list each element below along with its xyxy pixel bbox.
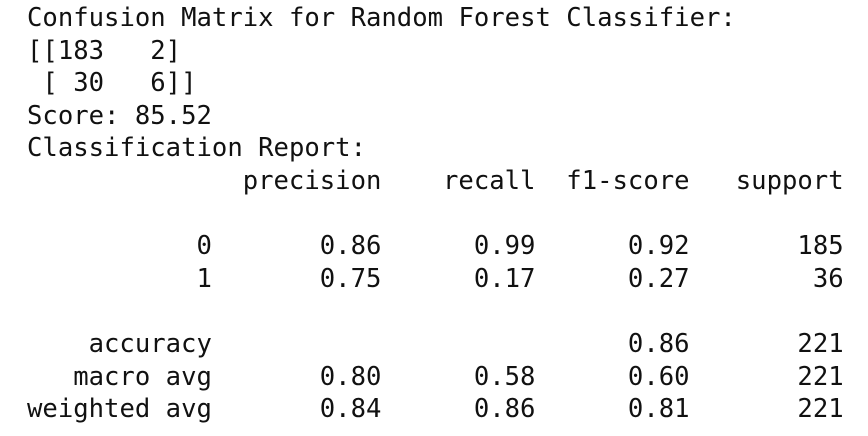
report-cell: 0.27	[627, 263, 690, 294]
report-cell: 0.86	[627, 329, 690, 359]
column-header: precision	[242, 166, 382, 196]
row-label: 1	[196, 263, 212, 294]
row-label: macro avg	[73, 361, 212, 392]
report-cell: 0.75	[319, 263, 382, 294]
report-cell: 221	[797, 361, 844, 392]
report-cell: 221	[797, 394, 844, 425]
column-header: recall	[443, 166, 536, 196]
output-title: Confusion Matrix for Random Forest Class…	[27, 3, 736, 33]
score-label: Score:	[27, 100, 120, 131]
report-cell: 0.84	[319, 394, 382, 425]
row-label: 0	[196, 231, 212, 262]
report-cell: 36	[812, 263, 844, 294]
report-cell: 0.58	[473, 361, 536, 392]
report-title: Classification Report:	[27, 133, 366, 164]
report-cell: 0.17	[473, 263, 536, 294]
report-cell: 0.86	[473, 394, 536, 425]
report-cell: 221	[797, 329, 844, 359]
row-label: weighted avg	[27, 394, 212, 425]
score-value: 85.52	[134, 100, 212, 131]
report-cell: 0.99	[473, 231, 536, 262]
report-cell: 0.81	[627, 394, 690, 425]
report-cell: 0.60	[627, 361, 690, 392]
report-cell: 0.86	[319, 231, 382, 262]
matrix-line: [ 30 6]]	[27, 68, 197, 99]
row-label: accuracy	[88, 329, 212, 359]
column-header: support	[735, 166, 844, 196]
report-cell: 185	[797, 231, 844, 262]
report-cell: 0.92	[627, 231, 690, 262]
matrix-line: [[183 2]	[27, 35, 182, 66]
column-header: f1-score	[566, 166, 690, 196]
report-cell: 0.80	[319, 361, 382, 392]
